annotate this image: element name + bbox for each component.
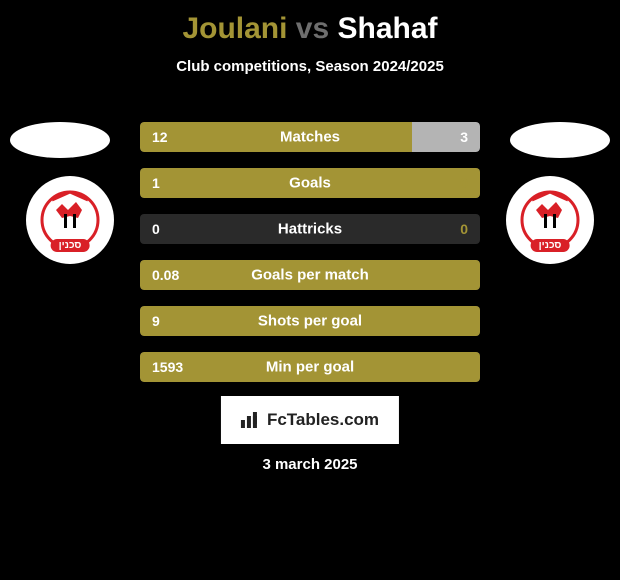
subtitle: Club competitions, Season 2024/2025 xyxy=(0,58,620,75)
club-name-right: סכנין xyxy=(531,239,570,252)
attribution-badge: FcTables.com xyxy=(221,396,399,444)
player-left-name: Joulani xyxy=(182,12,287,45)
stat-label: Shots per goal xyxy=(258,313,362,330)
stat-value-right: 0 xyxy=(460,221,468,237)
date-label: 3 march 2025 xyxy=(262,456,357,473)
stat-label: Goals per match xyxy=(251,267,369,284)
stat-value-left: 12 xyxy=(152,129,168,145)
stat-value-left: 0.08 xyxy=(152,267,179,283)
stat-value-left: 1 xyxy=(152,175,160,191)
stat-bar-left xyxy=(140,122,412,152)
stat-row: 0 0 Hattricks xyxy=(140,214,480,244)
club-name-left: סכנין xyxy=(51,239,90,252)
club-logo-right: סכנין xyxy=(506,176,594,264)
player-right-placeholder xyxy=(510,122,610,158)
player-left-placeholder xyxy=(10,122,110,158)
stat-value-left: 0 xyxy=(152,221,160,237)
stat-bar-right xyxy=(412,122,480,152)
club-logo-left: סכנין xyxy=(26,176,114,264)
stats-container: 12 3 Matches 1 0 Goals 0 0 Hattricks 0.08 Goals pe… xyxy=(140,122,480,398)
stat-label: Goals xyxy=(289,175,331,192)
stat-row: 9 Shots per goal xyxy=(140,306,480,336)
stat-row: 1 0 Goals xyxy=(140,168,480,198)
player-right-name: Shahaf xyxy=(338,12,438,45)
stat-row: 0.08 Goals per match xyxy=(140,260,480,290)
stat-label: Matches xyxy=(280,129,340,146)
stat-value-left: 1593 xyxy=(152,359,183,375)
vs-label: vs xyxy=(296,12,329,45)
stat-value-right: 3 xyxy=(460,129,468,145)
stat-row: 12 3 Matches xyxy=(140,122,480,152)
comparison-title: Joulani vs Shahaf xyxy=(0,0,620,46)
attribution-text: FcTables.com xyxy=(267,410,379,430)
stat-value-right: 0 xyxy=(460,175,468,191)
stat-label: Hattricks xyxy=(278,221,342,238)
chart-icon xyxy=(241,412,261,428)
stat-label: Min per goal xyxy=(266,359,354,376)
stat-value-left: 9 xyxy=(152,313,160,329)
stat-row: 1593 Min per goal xyxy=(140,352,480,382)
